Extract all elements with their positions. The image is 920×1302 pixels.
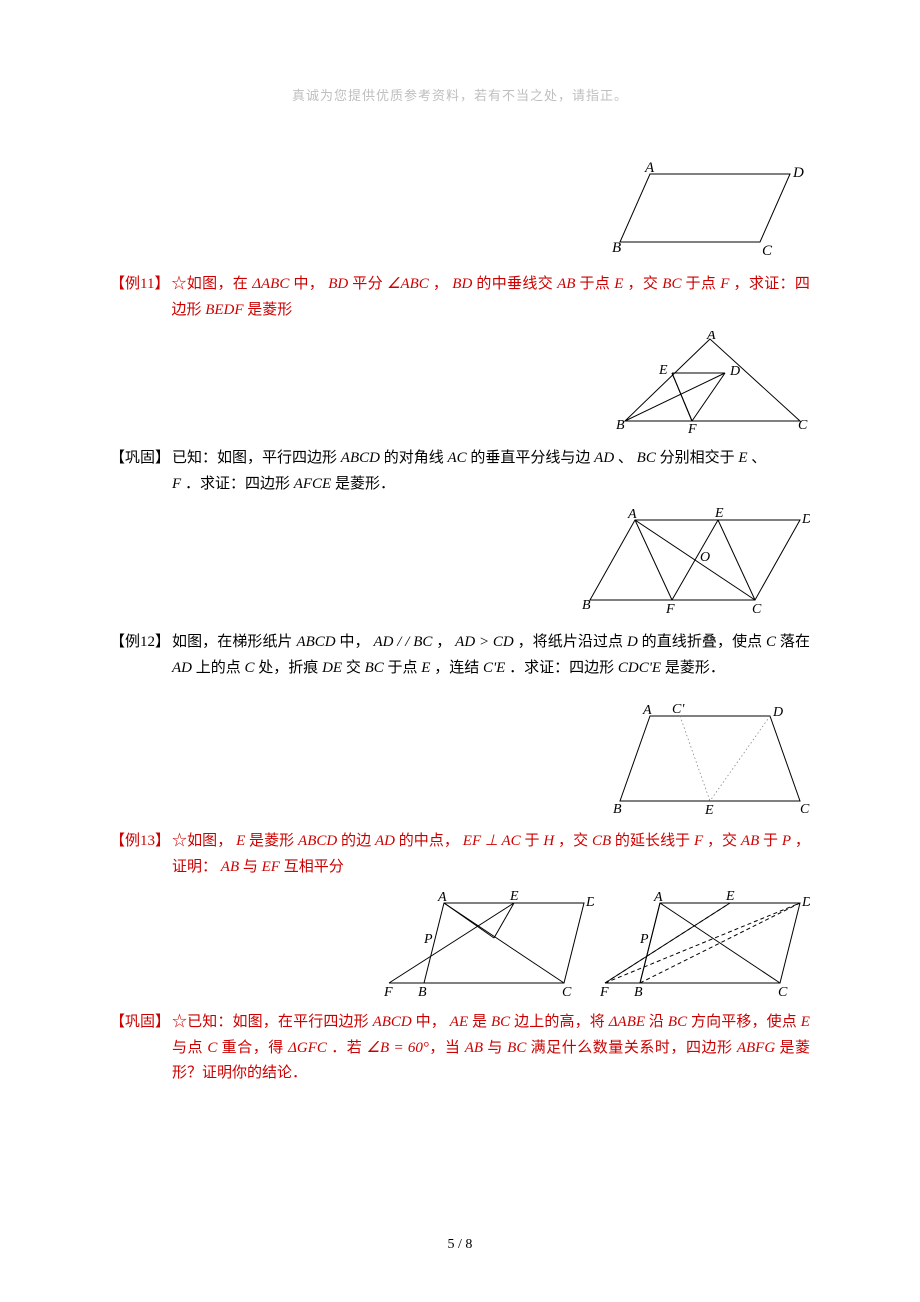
fig11-svg: A B C D E F xyxy=(610,331,810,436)
svg-text:B: B xyxy=(616,418,625,433)
svg-text:O: O xyxy=(700,550,710,565)
figure-parallelogram: A D B C xyxy=(110,162,810,262)
svg-text:E: E xyxy=(509,889,519,904)
svg-text:B: B xyxy=(612,240,621,256)
svg-text:C': C' xyxy=(672,702,685,717)
page: 真诚为您提供优质参考资料，若有不当之处，请指正。 A D B C 【例11】 ☆… xyxy=(0,0,920,1302)
tag-ex12: 【例12】 xyxy=(110,630,170,656)
svg-text:C: C xyxy=(800,802,810,817)
ex13-text: ☆如图， E 是菱形 ABCD 的边 AD 的中点， EF ⊥ AC 于 H ，… xyxy=(172,829,810,880)
figure-ex13: A E D B C F P A E D B C F P xyxy=(110,888,810,1000)
svg-text:D: D xyxy=(729,364,740,379)
figure-ex11: A B C D E F xyxy=(110,331,810,436)
fig0-svg: A D B C xyxy=(610,162,810,262)
con1-text: 已知：如图，平行四边形 ABCD 的对角线 AC 的垂直平分线与边 AD 、 B… xyxy=(172,446,810,497)
page-footer: 5 / 8 xyxy=(0,1233,920,1257)
svg-text:F: F xyxy=(384,985,393,1000)
svg-text:E: E xyxy=(725,889,735,904)
ex12-text: 如图，在梯形纸片 ABCD 中， AD / / BC ， AD > CD ，将纸… xyxy=(172,630,810,681)
fig13b-svg: A E D B C F P xyxy=(600,888,810,1000)
tag-ex11: 【例11】 xyxy=(110,272,169,298)
svg-text:A: A xyxy=(437,890,447,905)
svg-text:B: B xyxy=(418,985,427,1000)
svg-text:D: D xyxy=(772,705,783,720)
svg-text:C: C xyxy=(778,985,788,1000)
svg-text:A: A xyxy=(627,507,637,522)
figcon1-svg: A D B C E F O xyxy=(580,505,810,620)
svg-text:E: E xyxy=(704,803,714,818)
example-11: 【例11】 ☆如图，在 ΔABC 中， BD 平分 ∠ABC ， BD 的中垂线… xyxy=(110,272,810,323)
svg-text:F: F xyxy=(665,602,675,617)
svg-text:B: B xyxy=(634,985,643,1000)
svg-text:C: C xyxy=(798,418,808,433)
svg-text:D: D xyxy=(792,165,804,181)
svg-text:D: D xyxy=(801,512,810,527)
example-13: 【例13】 ☆如图， E 是菱形 ABCD 的边 AD 的中点， EF ⊥ AC… xyxy=(110,829,810,880)
figure-con1: A D B C E F O xyxy=(110,505,810,620)
con2-text: ☆已知：如图，在平行四边形 ABCD 中， AE 是 BC 边上的高，将 ΔAB… xyxy=(172,1010,810,1087)
svg-text:C: C xyxy=(762,243,773,259)
svg-text:B: B xyxy=(582,598,591,613)
svg-text:F: F xyxy=(600,985,609,1000)
svg-text:C: C xyxy=(752,602,762,617)
svg-text:A: A xyxy=(706,331,716,343)
svg-text:E: E xyxy=(658,363,668,378)
svg-text:B: B xyxy=(613,802,622,817)
example-12: 【例12】 如图，在梯形纸片 ABCD 中， AD / / BC ， AD > … xyxy=(110,630,810,681)
ex11-text: ☆如图，在 ΔABC 中， BD 平分 ∠ABC ， BD 的中垂线交 AB 于… xyxy=(171,272,810,323)
header-note: 真诚为您提供优质参考资料，若有不当之处，请指正。 xyxy=(110,85,810,107)
svg-text:A: A xyxy=(653,890,663,905)
svg-text:C: C xyxy=(562,985,572,1000)
fig13a-svg: A E D B C F P xyxy=(384,888,594,1000)
fig12-svg: A C' D B E C xyxy=(610,701,810,819)
svg-text:E: E xyxy=(714,506,724,521)
svg-text:D: D xyxy=(585,895,594,910)
svg-text:D: D xyxy=(801,895,810,910)
consolidation-2: 【巩固】 ☆已知：如图，在平行四边形 ABCD 中， AE 是 BC 边上的高，… xyxy=(110,1010,810,1087)
svg-text:A: A xyxy=(642,703,652,718)
tag-ex13: 【例13】 xyxy=(110,829,170,855)
figure-ex12: A C' D B E C xyxy=(110,701,810,819)
consolidation-1: 【巩固】 已知：如图，平行四边形 ABCD 的对角线 AC 的垂直平分线与边 A… xyxy=(110,446,810,497)
svg-text:P: P xyxy=(423,932,433,947)
svg-text:F: F xyxy=(687,422,697,436)
svg-text:A: A xyxy=(644,162,655,176)
svg-text:P: P xyxy=(639,932,649,947)
tag-con1: 【巩固】 xyxy=(110,446,170,472)
tag-con2: 【巩固】 xyxy=(110,1010,170,1036)
